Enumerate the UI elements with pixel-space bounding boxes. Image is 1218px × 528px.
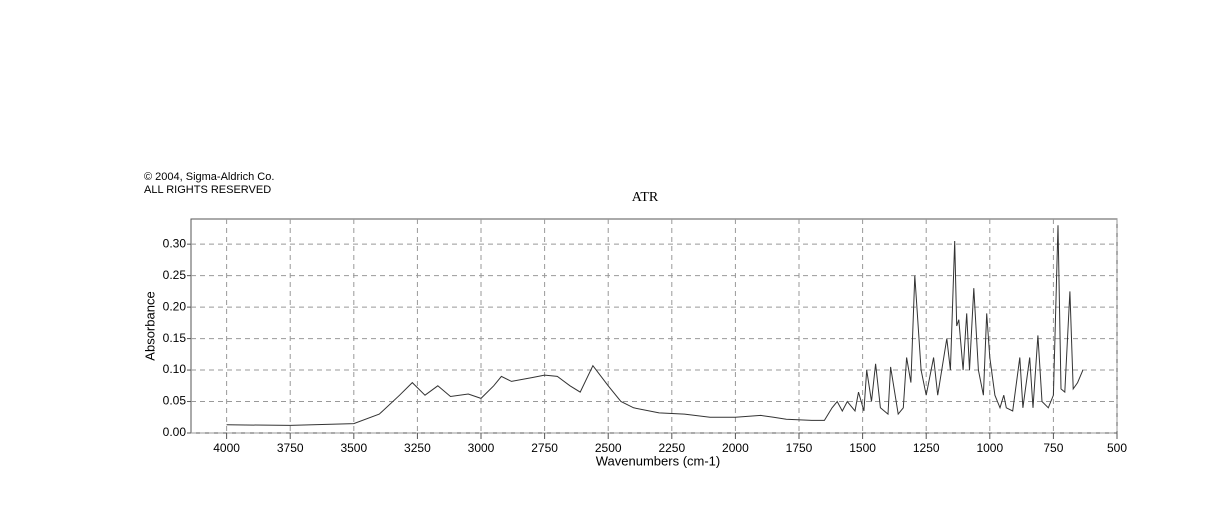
x-tick-label: 750 xyxy=(1043,441,1063,455)
chart-title: ATR xyxy=(632,190,659,205)
x-tick-label: 2000 xyxy=(722,441,749,455)
y-tick-label: 0.25 xyxy=(163,268,187,282)
plot-frame xyxy=(190,218,1118,434)
x-tick-label: 1500 xyxy=(849,441,876,455)
spectrum-line xyxy=(226,225,1084,426)
x-tick-label: 1000 xyxy=(976,441,1003,455)
y-tick-label: 0.15 xyxy=(163,331,187,345)
x-tick-label: 500 xyxy=(1107,441,1127,455)
x-axis-label: Wavenumbers (cm-1) xyxy=(596,453,720,468)
x-tick-label: 3500 xyxy=(340,441,367,455)
x-tick-label: 3750 xyxy=(277,441,304,455)
y-tick-label: 0.00 xyxy=(163,425,187,439)
annotation: © 2004, Sigma-Aldrich Co. xyxy=(144,171,274,183)
y-tick-label: 0.05 xyxy=(163,394,187,408)
x-tick-label: 4000 xyxy=(213,441,240,455)
y-tick-label: 0.10 xyxy=(163,362,187,376)
x-tick-label: 3250 xyxy=(404,441,431,455)
x-tick-label: 1250 xyxy=(913,441,940,455)
y-tick-label: 0.30 xyxy=(163,236,187,250)
x-tick-label: 2500 xyxy=(595,441,622,455)
x-tick-label: 3000 xyxy=(468,441,495,455)
x-tick-label: 1750 xyxy=(786,441,813,455)
x-tick-label: 2250 xyxy=(658,441,685,455)
annotation: ALL RIGHTS RESERVED xyxy=(144,184,271,196)
x-tick-label: 2750 xyxy=(531,441,558,455)
y-axis-label: Absorbance xyxy=(142,291,157,360)
y-tick-label: 0.20 xyxy=(163,299,187,313)
